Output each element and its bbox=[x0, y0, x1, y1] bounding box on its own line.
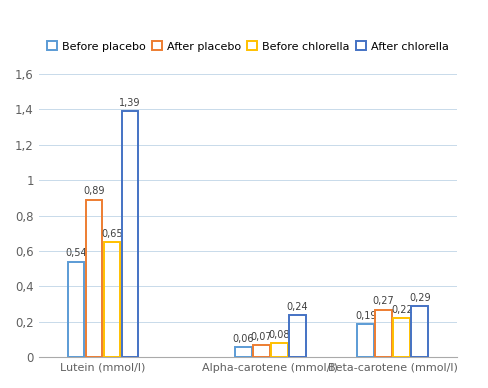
Text: 0,29: 0,29 bbox=[409, 293, 430, 303]
Bar bbox=[103, 242, 121, 357]
Text: 0,07: 0,07 bbox=[250, 332, 272, 342]
Bar bbox=[411, 306, 428, 357]
Text: 0,08: 0,08 bbox=[269, 330, 290, 340]
Bar bbox=[235, 347, 252, 357]
Text: 0,19: 0,19 bbox=[355, 310, 376, 320]
Bar bbox=[271, 343, 288, 357]
Text: 0,27: 0,27 bbox=[373, 296, 395, 307]
Bar bbox=[67, 262, 84, 357]
Bar bbox=[357, 324, 374, 357]
Bar bbox=[253, 345, 270, 357]
Text: 0,24: 0,24 bbox=[286, 302, 308, 312]
Legend: Before placebo, After placebo, Before chlorella, After chlorella: Before placebo, After placebo, Before ch… bbox=[43, 36, 453, 56]
Text: 1,39: 1,39 bbox=[119, 98, 141, 108]
Text: 0,22: 0,22 bbox=[391, 305, 413, 315]
Bar bbox=[393, 319, 410, 357]
Text: 0,54: 0,54 bbox=[65, 248, 87, 258]
Bar bbox=[375, 310, 392, 357]
Bar bbox=[122, 111, 139, 357]
Text: 0,89: 0,89 bbox=[83, 186, 105, 196]
Text: 0,06: 0,06 bbox=[233, 334, 254, 344]
Bar bbox=[85, 199, 102, 357]
Bar bbox=[289, 315, 306, 357]
Text: 0,65: 0,65 bbox=[101, 229, 123, 239]
